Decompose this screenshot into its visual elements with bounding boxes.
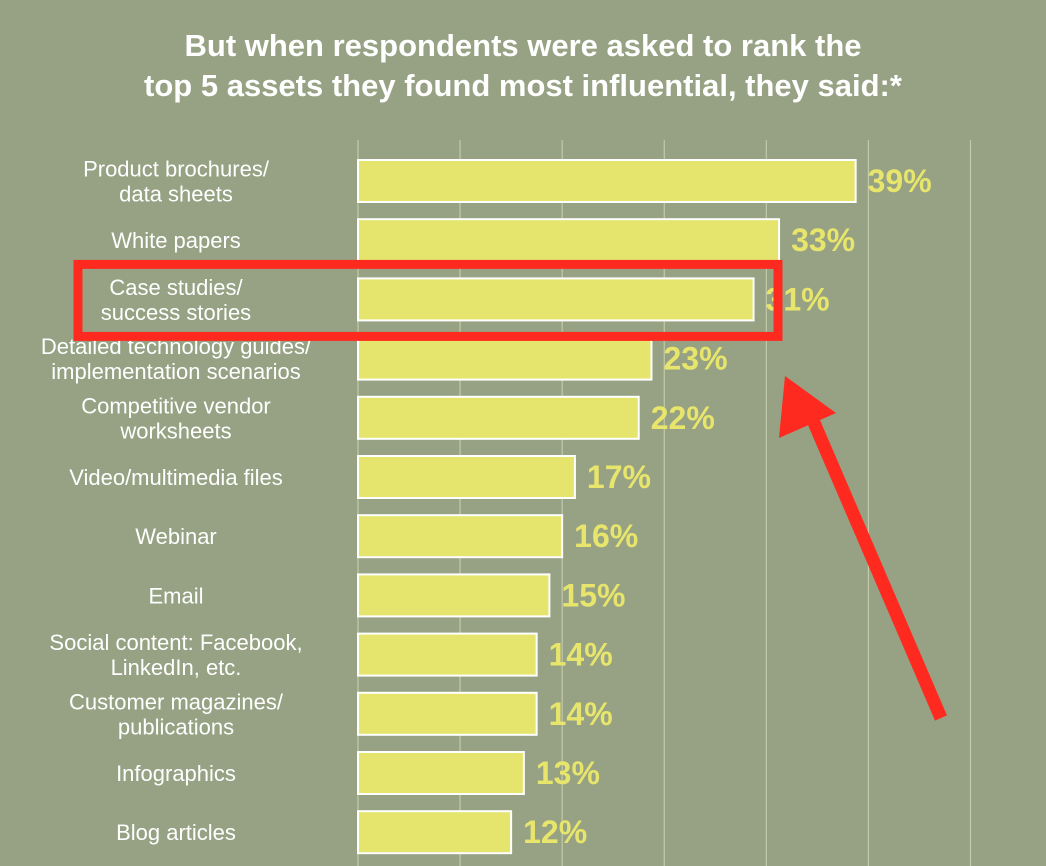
bar	[357, 277, 755, 322]
value-label: 33%	[791, 222, 855, 258]
value-label: 14%	[549, 637, 613, 673]
arrow-head-icon	[779, 376, 836, 438]
chart-title-line-1: But when respondents were asked to rank …	[184, 28, 862, 63]
arrow-shaft	[806, 415, 947, 721]
category-label: worksheets	[119, 418, 231, 443]
category-label: publications	[118, 714, 234, 739]
bar	[357, 455, 576, 499]
chart-title: But when respondents were asked to rank …	[0, 26, 1046, 106]
bars	[357, 159, 857, 855]
category-label: Email	[148, 583, 203, 608]
category-label: implementation scenarios	[51, 359, 300, 384]
category-label: Product brochures/	[83, 157, 270, 182]
value-label: 13%	[536, 755, 600, 791]
category-label: Webinar	[135, 524, 217, 549]
bar	[357, 573, 551, 618]
bar	[357, 218, 781, 263]
category-label: data sheets	[119, 182, 233, 207]
bar	[357, 691, 538, 736]
category-label: LinkedIn, etc.	[111, 655, 242, 680]
value-label: 12%	[523, 814, 587, 850]
category-label: Video/multimedia files	[69, 465, 283, 490]
value-label: 23%	[663, 341, 727, 377]
category-label: Customer magazines/	[69, 689, 284, 714]
value-label: 15%	[561, 577, 625, 613]
category-label: success stories	[101, 300, 251, 325]
value-label: 17%	[587, 459, 651, 495]
category-label: White papers	[111, 228, 241, 253]
category-label: Blog articles	[116, 820, 236, 845]
category-labels: Product brochures/data sheets White paper…	[41, 157, 312, 846]
value-label: 16%	[574, 518, 638, 554]
bar	[357, 336, 653, 381]
value-labels: 39%33%31%23%22%17%16%15%14%14%13%12%	[523, 163, 932, 850]
chart-title-line-2: top 5 assets they found most influential…	[144, 68, 902, 103]
bar	[357, 395, 640, 440]
value-label: 14%	[549, 696, 613, 732]
value-label: 22%	[651, 400, 715, 436]
category-label: Case studies/	[109, 275, 243, 300]
bar	[357, 810, 513, 855]
bar	[357, 159, 857, 203]
category-label: Infographics	[116, 761, 236, 786]
bar	[357, 751, 525, 795]
category-label: Social content: Facebook,	[49, 630, 302, 655]
highlight-box	[73, 259, 783, 341]
category-label: Competitive vendor	[81, 393, 271, 418]
bar	[357, 514, 564, 559]
annotations	[73, 259, 947, 721]
bar	[357, 632, 538, 677]
value-label: 39%	[868, 163, 932, 199]
